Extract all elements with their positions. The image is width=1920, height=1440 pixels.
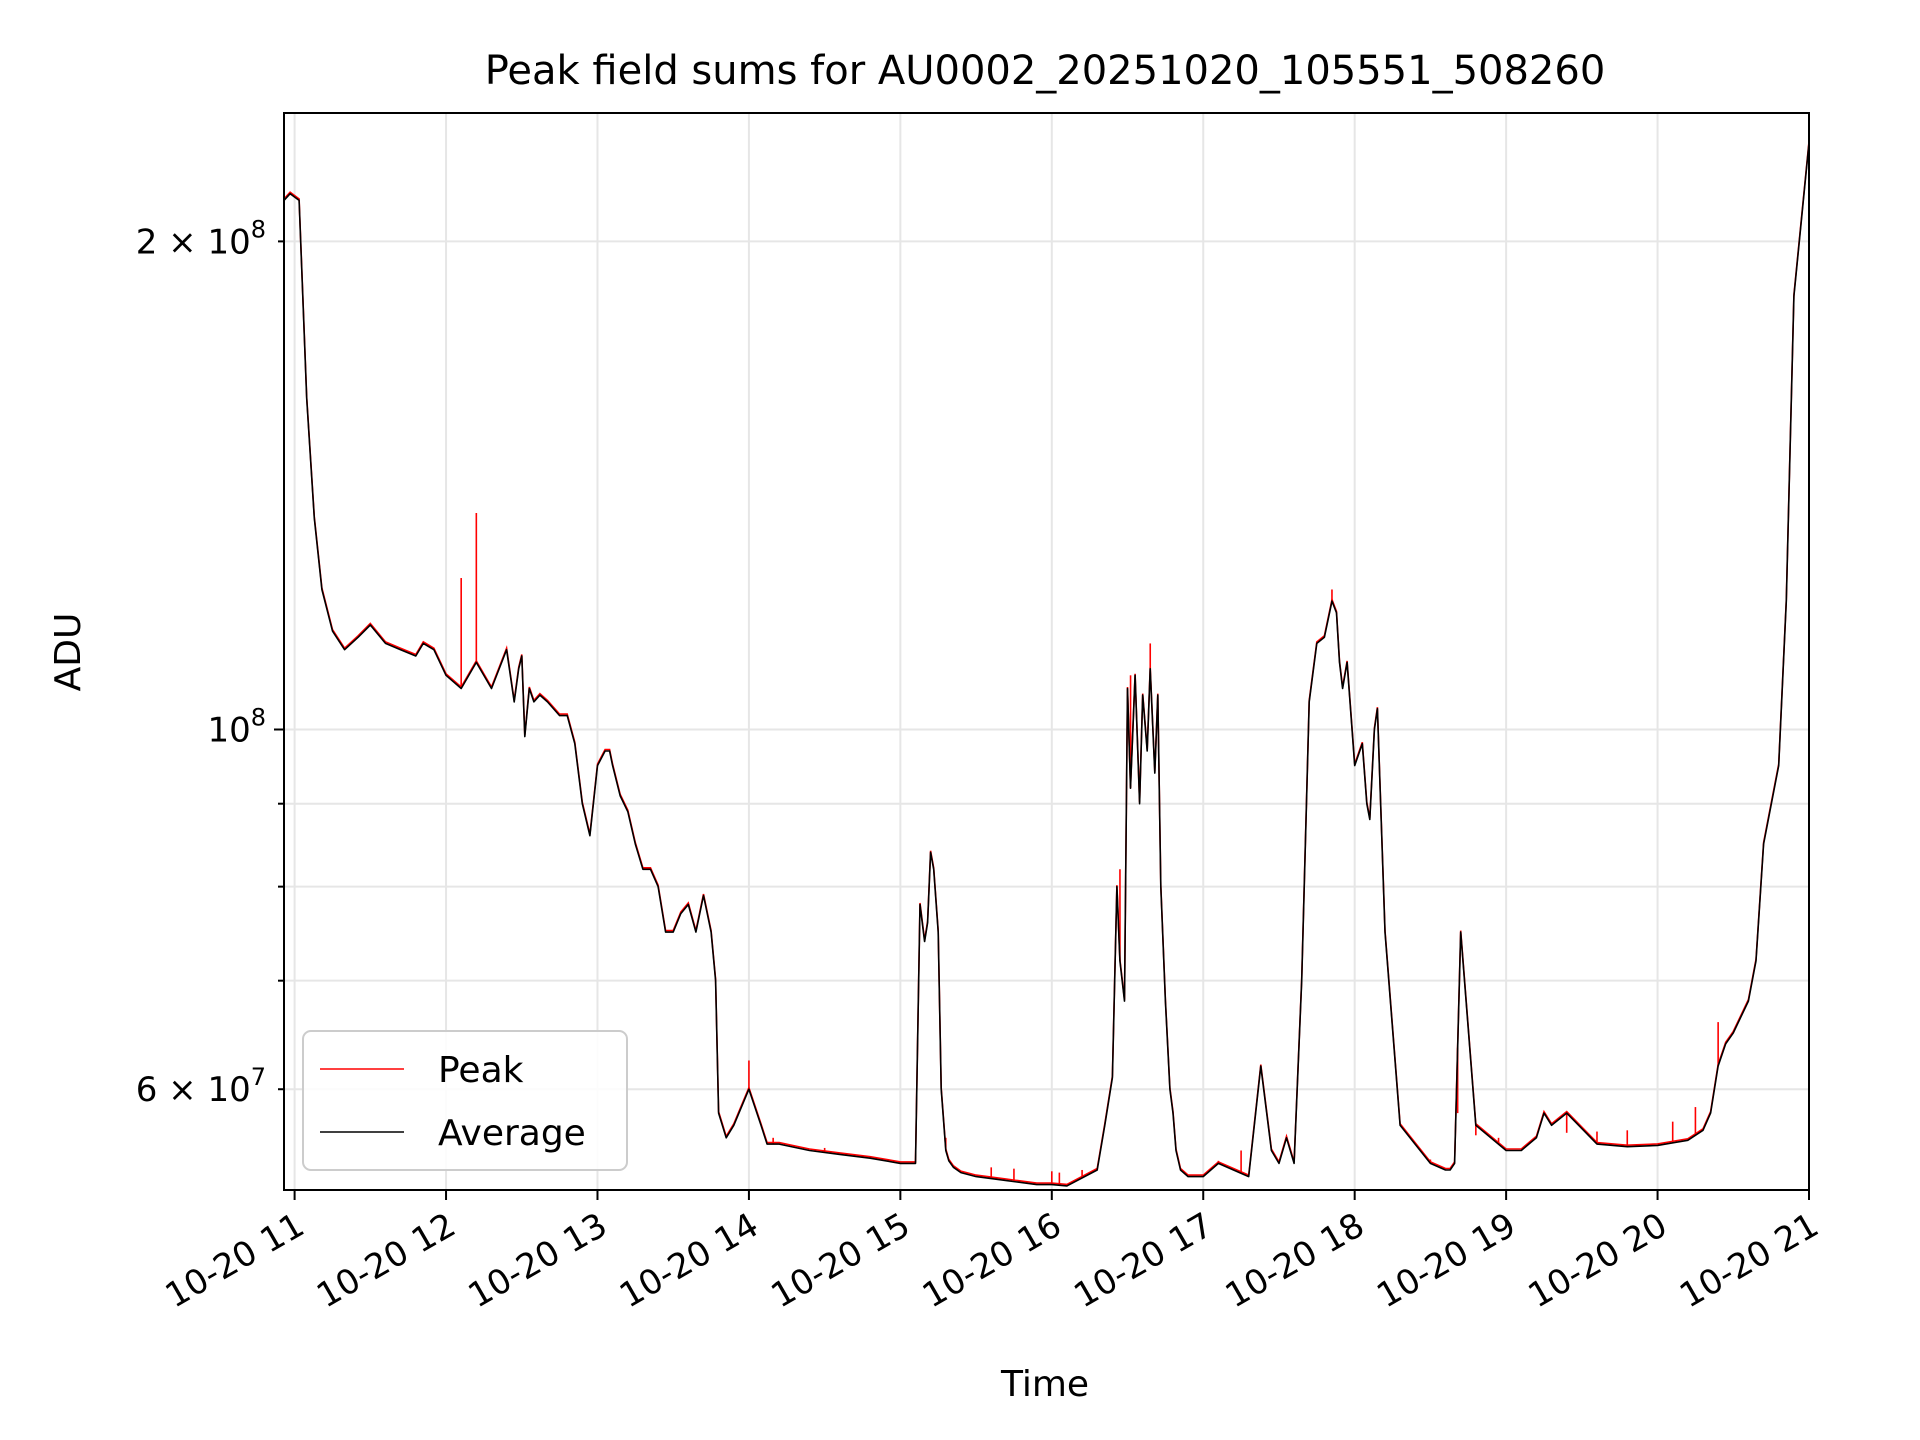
y-tick-label: 108 [207, 704, 266, 751]
average-line [284, 142, 1809, 1187]
plot-frame [283, 112, 1810, 1191]
chart-title: Peak field sums for AU0002_20251020_1055… [485, 48, 1606, 94]
y-axis-label: ADU [48, 613, 89, 692]
legend-box [302, 1030, 628, 1171]
legend: Peak Average [302, 1030, 628, 1171]
legend-average-label: Average [438, 1113, 586, 1154]
series-average [284, 142, 1809, 1187]
y-tick-label: 6 × 107 [136, 1063, 266, 1110]
x-axis-label: Time [1000, 1364, 1089, 1405]
y-tick-label: 2 × 108 [136, 215, 266, 262]
y-axis: 108 6 × 107 2 × 108 [136, 215, 284, 1110]
series-peak [284, 141, 1809, 1186]
legend-peak-label: Peak [438, 1050, 524, 1091]
